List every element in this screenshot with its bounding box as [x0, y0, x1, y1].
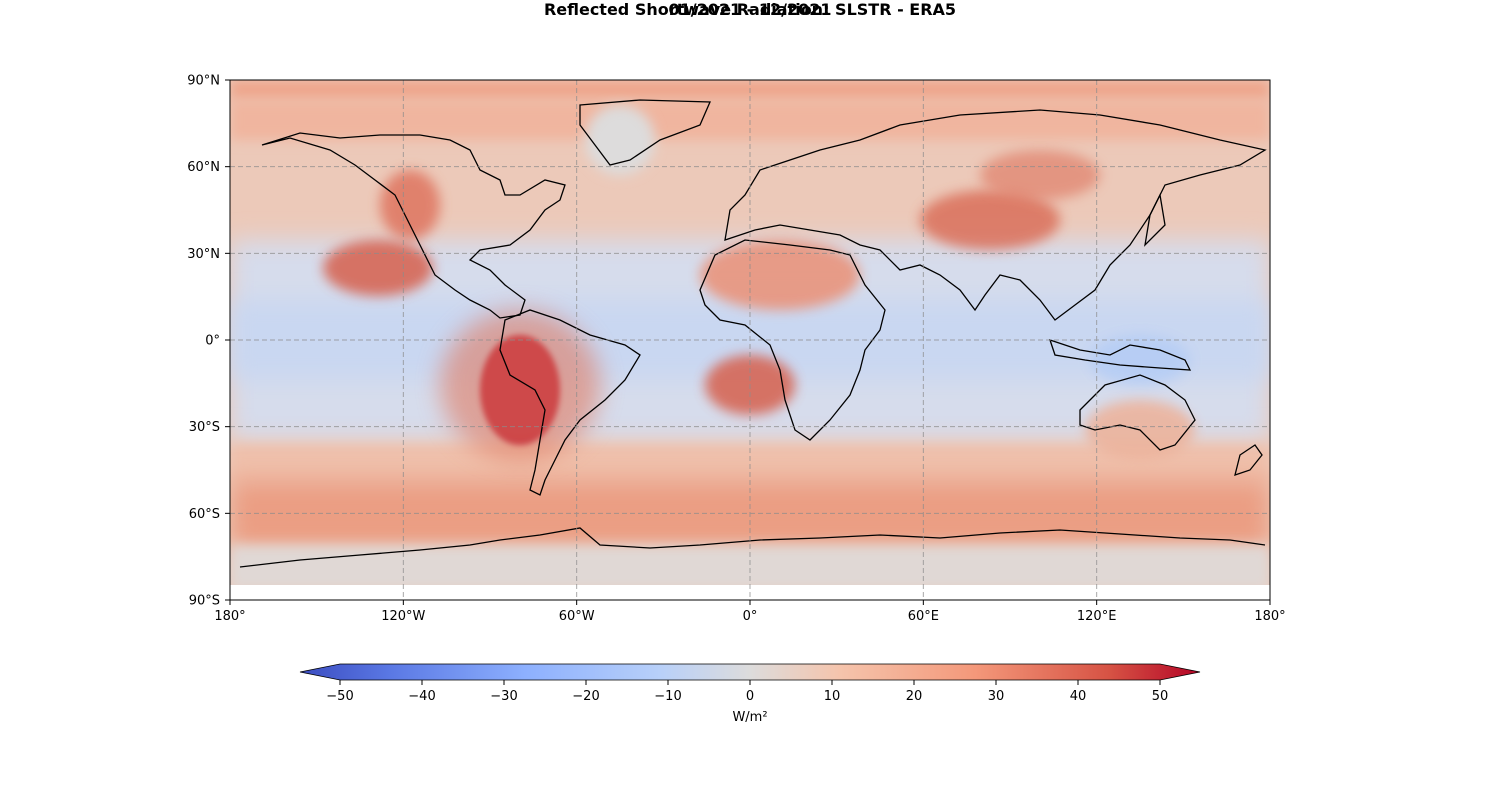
colorbar-tick-label: −30	[490, 689, 517, 704]
chart-subtitle: 01/2021 - 12/2021	[668, 0, 832, 19]
colorbar-tick-label: −20	[572, 689, 599, 704]
coastlines	[239, 99, 1267, 568]
y-tick-label: 30°S	[189, 420, 220, 435]
australia-coastline	[1079, 374, 1196, 451]
colorbar-tick-label: 0	[746, 689, 754, 704]
colorbar-label: W/m²	[732, 710, 767, 725]
colorbar: −50 −40 −30 −20 −10 0 10 20 30 40 50 W/m²	[299, 663, 1201, 725]
y-tick-label: 90°S	[189, 594, 220, 609]
antarctica-coastline	[239, 527, 1266, 568]
x-tick-label: 60°W	[559, 609, 595, 624]
x-tick-label: 180°	[1254, 609, 1285, 624]
colorbar-tick-label: 40	[1070, 689, 1087, 704]
x-tick-label: 180°	[214, 609, 245, 624]
colorbar-tick-label: 20	[906, 689, 923, 704]
colorbar-tick-label: −10	[654, 689, 681, 704]
chart-title: Reflected Shortwave Radiation: SLSTR - E…	[543, 0, 957, 19]
gridlines	[230, 80, 1270, 600]
colorbar-tick-label: 50	[1152, 689, 1169, 704]
x-tick-label: 0°	[743, 609, 758, 624]
x-tick-label: 120°W	[381, 609, 425, 624]
japan-coastline	[1144, 192, 1166, 247]
x-axis: 180° 120°W 60°W 0° 60°E 120°E 180°	[214, 600, 1286, 624]
y-tick-label: 0°	[205, 334, 220, 349]
x-tick-label: 120°E	[1077, 609, 1117, 624]
new-zealand-coastline	[1234, 444, 1263, 476]
y-tick-label: 60°S	[189, 507, 220, 522]
colorbar-tick-label: 10	[824, 689, 841, 704]
greenland-coastline	[579, 99, 711, 166]
y-tick-label: 60°N	[187, 160, 220, 175]
colorbar-bar	[299, 663, 1201, 681]
colorbar-tick-label: −40	[408, 689, 435, 704]
eurasia-coastline	[724, 109, 1267, 321]
colorbar-tick-label: −50	[326, 689, 353, 704]
africa-coastline	[699, 239, 886, 441]
x-tick-label: 60°E	[908, 609, 939, 624]
y-tick-label: 30°N	[187, 247, 220, 262]
indonesia-coastline	[1048, 338, 1192, 371]
south-america-coastline	[499, 309, 641, 496]
colorbar-tick-label: 30	[988, 689, 1005, 704]
y-axis: 90°N 60°N 30°N 0° 30°S 60°S 90°S	[187, 74, 230, 609]
y-tick-label: 90°N	[187, 74, 220, 89]
